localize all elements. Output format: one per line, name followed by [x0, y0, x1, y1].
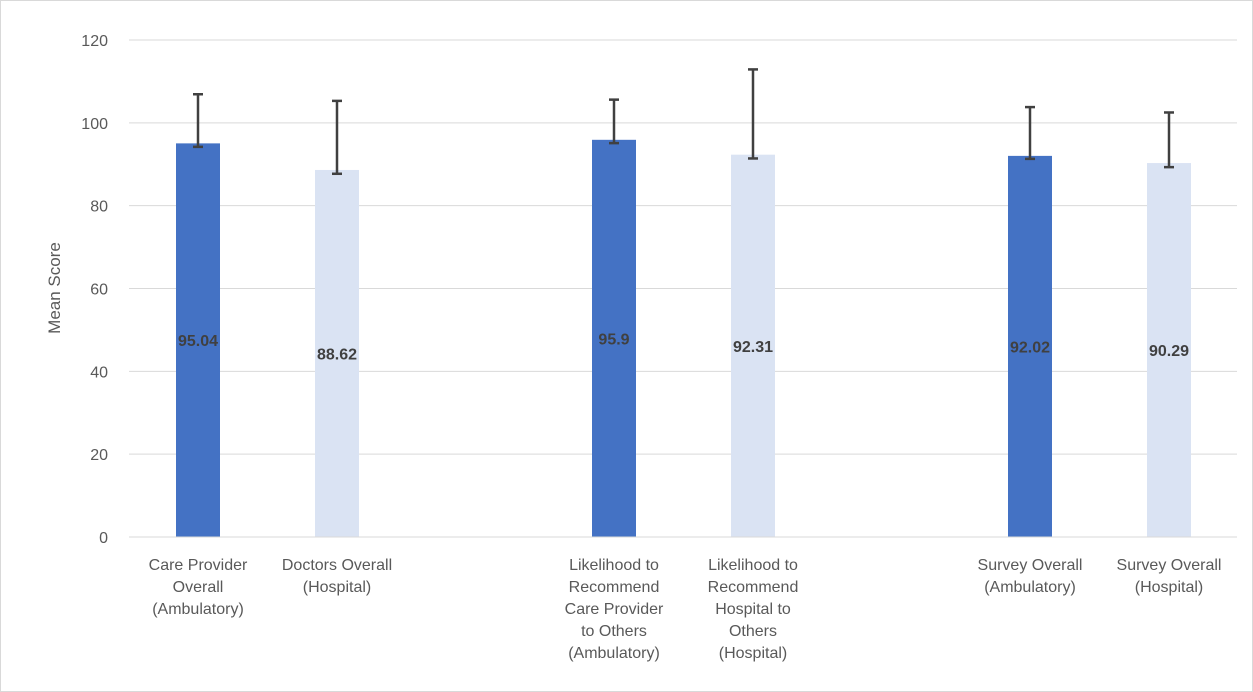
x-category-label-line: Recommend [569, 579, 660, 596]
x-category-label-line: (Ambulatory) [984, 579, 1076, 596]
x-category-label-line: (Hospital) [1135, 579, 1203, 596]
data-label-3: 95.9 [598, 331, 629, 348]
y-tick-label-20: 20 [90, 447, 108, 464]
axes: 0 20 40 60 80 100 120 Care Provider Overall (Ambu… [81, 33, 1237, 662]
bar-2 [315, 169, 359, 537]
data-labels: 95.04 88.62 95.9 92.31 92.02 90.29 [178, 331, 1189, 363]
bars [176, 139, 1191, 538]
data-label-4: 92.31 [733, 339, 773, 356]
bar-5 [1008, 155, 1052, 537]
y-tick-label-60: 60 [90, 282, 108, 299]
x-category-label-line: to Others [581, 623, 647, 640]
y-tick-label-0: 0 [99, 530, 108, 547]
data-label-5: 92.02 [1010, 339, 1050, 356]
x-category-label-line: Overall [173, 579, 224, 596]
x-category-label-3: Likelihood to Recommend Care Provider to Ot… [565, 557, 664, 662]
x-category-label-1: Care Provider Overall (Ambulatory) [149, 557, 248, 618]
error-bars [193, 68, 1174, 176]
x-category-label-line: Survey Overall [978, 557, 1083, 574]
x-category-label-line: (Hospital) [719, 645, 787, 662]
x-category-label-line: Likelihood to [569, 557, 659, 574]
data-label-6: 90.29 [1149, 343, 1189, 360]
x-category-label-line: (Hospital) [303, 579, 371, 596]
x-category-label-line: Likelihood to [708, 557, 798, 574]
y-tick-label-80: 80 [90, 199, 108, 216]
y-tick-label-40: 40 [90, 364, 108, 381]
y-tick-label-120: 120 [81, 33, 108, 50]
x-category-label-6: Survey Overall (Hospital) [1117, 557, 1222, 596]
bar-4 [731, 154, 775, 538]
x-category-label-line: Survey Overall [1117, 557, 1222, 574]
bar-3 [592, 139, 636, 538]
x-category-label-line: Hospital to [715, 601, 791, 618]
x-category-label-line: (Ambulatory) [568, 645, 660, 662]
data-label-2: 88.62 [317, 346, 357, 363]
y-axis-title: Mean Score [45, 242, 64, 334]
x-category-label-line: Others [729, 623, 777, 640]
x-category-label-line: Care Provider [149, 557, 248, 574]
x-category-label-4: Likelihood to Recommend Hospital to Others (… [708, 557, 799, 662]
x-category-label-2: Doctors Overall (Hospital) [282, 557, 392, 596]
bar-1 [176, 143, 220, 537]
data-label-1: 95.04 [178, 333, 218, 350]
x-category-label-line: (Ambulatory) [152, 601, 244, 618]
gridlines [129, 39, 1237, 455]
x-category-label-5: Survey Overall (Ambulatory) [978, 557, 1083, 596]
y-tick-label-100: 100 [81, 116, 108, 133]
bar-6 [1147, 163, 1191, 537]
x-category-label-line: Recommend [708, 579, 799, 596]
x-category-label-line: Doctors Overall [282, 557, 392, 574]
x-category-label-line: Care Provider [565, 601, 664, 618]
